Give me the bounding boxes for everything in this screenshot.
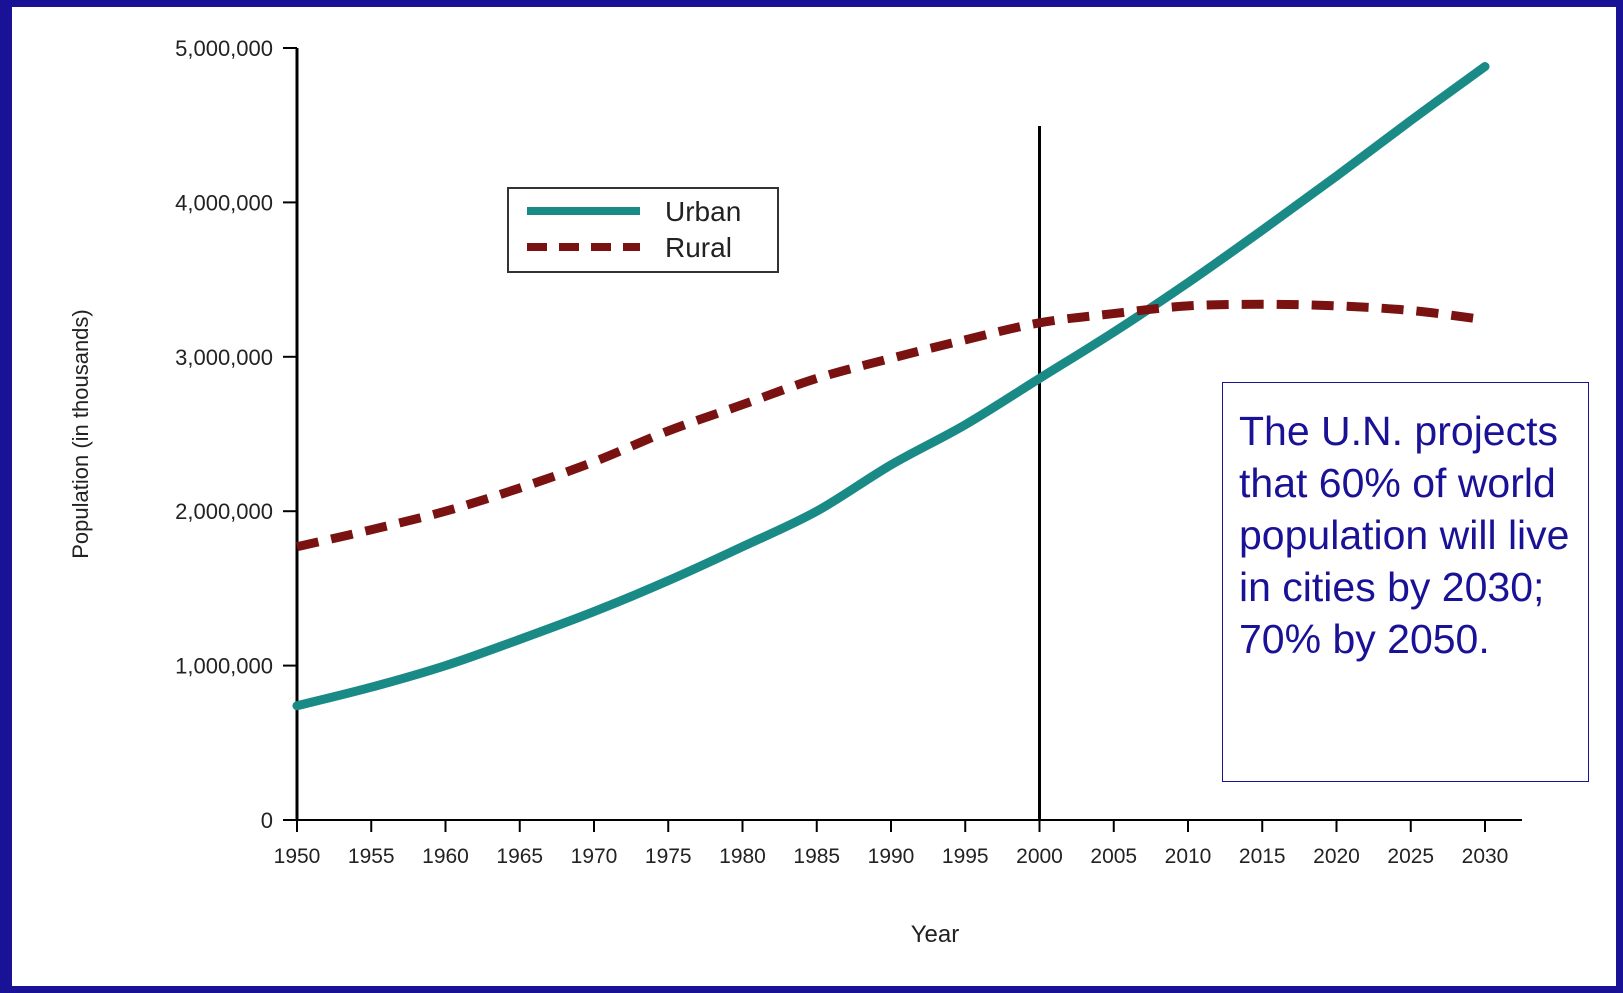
y-tick-label: 5,000,000 bbox=[175, 36, 273, 61]
x-tick-label: 2010 bbox=[1165, 845, 1212, 868]
y-axis: 0 1,000,000 2,000,000 3,000,000 4,000,000 5,0… bbox=[175, 36, 299, 833]
y-tick-label: 2,000,000 bbox=[175, 499, 273, 524]
x-axis: 1950 1955 1960 1965 1970 1975 1980 1985 1990 1995… bbox=[274, 819, 1522, 868]
legend-label-urban: Urban bbox=[665, 196, 741, 227]
x-tick-label: 2015 bbox=[1239, 845, 1286, 868]
legend-box bbox=[507, 187, 779, 273]
x-tick-label: 1980 bbox=[719, 845, 766, 868]
x-tick-label: 2000 bbox=[1016, 845, 1063, 868]
annotation-box: The U.N. projects that 60% of world popu… bbox=[1222, 382, 1589, 782]
series-line-urban bbox=[292, 62, 1490, 711]
x-tick-label: 1995 bbox=[942, 845, 989, 868]
series-line-rural bbox=[295, 299, 1486, 552]
series-layer bbox=[292, 62, 1490, 711]
x-tick-label: 1985 bbox=[793, 845, 840, 868]
x-tick-label: 1960 bbox=[422, 845, 469, 868]
legend-label-rural: Rural bbox=[665, 232, 732, 263]
y-axis-title: Population (in thousands) bbox=[68, 309, 93, 559]
x-tick-label: 2030 bbox=[1462, 845, 1509, 868]
y-tick-label: 3,000,000 bbox=[175, 345, 273, 370]
x-axis-title: Year bbox=[911, 921, 960, 948]
annotation-text: The U.N. projects that 60% of world popu… bbox=[1239, 408, 1570, 662]
x-tick-label: 1970 bbox=[571, 845, 618, 868]
x-tick-label: 1975 bbox=[645, 845, 692, 868]
x-tick-label: 1990 bbox=[868, 845, 915, 868]
x-tick-label: 1955 bbox=[348, 845, 395, 868]
x-tick-label: 2025 bbox=[1387, 845, 1434, 868]
y-tick-label: 0 bbox=[261, 808, 273, 833]
x-tick-label: 1965 bbox=[496, 845, 543, 868]
x-tick-label: 2005 bbox=[1090, 845, 1137, 868]
y-tick-label: 4,000,000 bbox=[175, 190, 273, 215]
x-tick-label: 2020 bbox=[1313, 845, 1360, 868]
x-tick-label: 1950 bbox=[274, 845, 321, 868]
legend: Urban Rural bbox=[507, 187, 779, 273]
y-tick-label: 1,000,000 bbox=[175, 654, 273, 679]
